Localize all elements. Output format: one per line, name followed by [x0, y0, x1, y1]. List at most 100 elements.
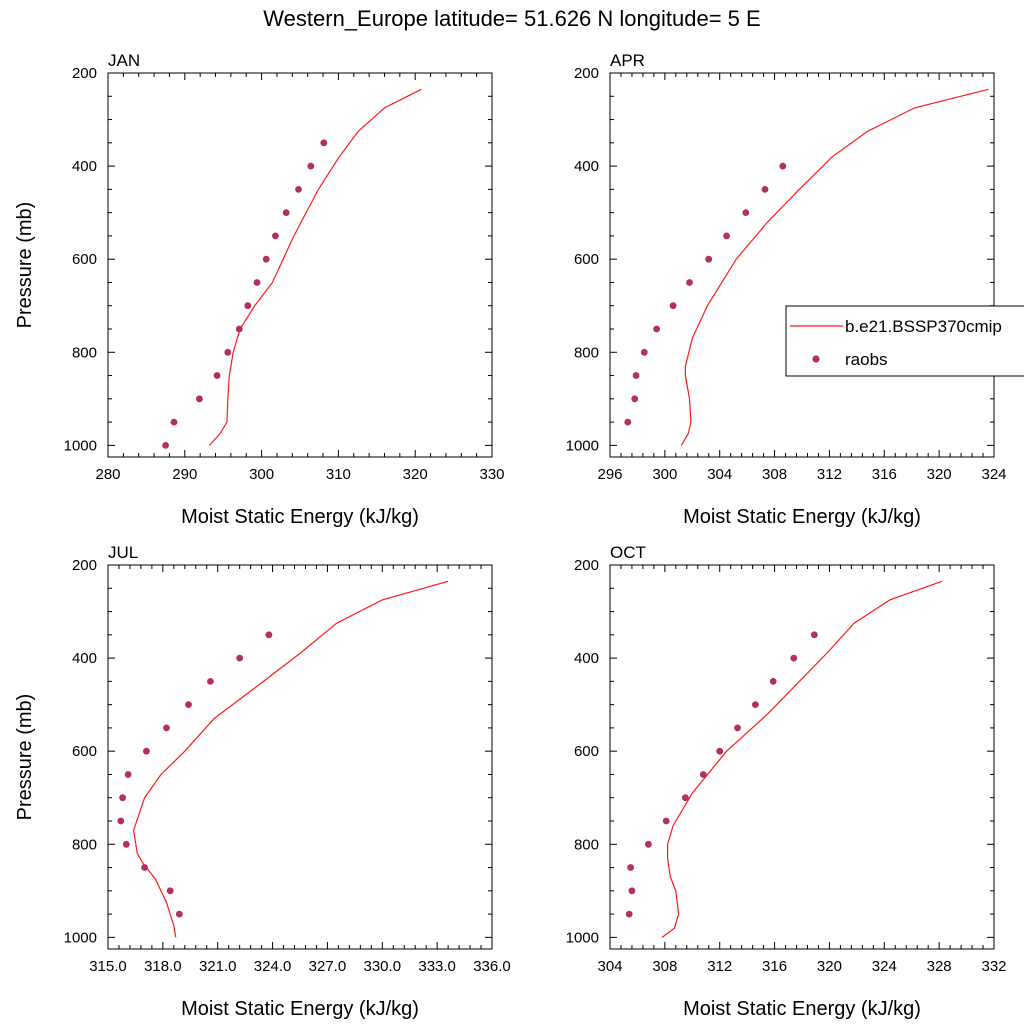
raobs-point — [122, 840, 130, 848]
x-tick-label: 330.0 — [364, 958, 402, 975]
raobs-point — [625, 910, 633, 918]
y-tick-label: 1000 — [64, 437, 97, 454]
raobs-point — [162, 442, 170, 449]
y-tick-label: 800 — [574, 836, 599, 853]
x-tick-label: 318.0 — [144, 958, 182, 975]
raobs-point — [669, 302, 677, 310]
x-tick-label: 324 — [981, 466, 1006, 483]
x-tick-label: 300 — [652, 466, 677, 483]
raobs-point — [295, 186, 302, 193]
x-tick-label: 315.0 — [89, 958, 127, 975]
x-tick-label: 330 — [479, 466, 504, 483]
x-tick-label: 324 — [872, 958, 897, 975]
raobs-point — [624, 418, 632, 426]
panel-title: JAN — [108, 51, 140, 70]
raobs-point — [699, 771, 707, 778]
y-axis-title: Pressure (mb) — [14, 202, 36, 329]
raobs-point — [207, 678, 214, 685]
y-tick-label: 400 — [72, 650, 97, 667]
raobs-point — [686, 279, 693, 286]
raobs-point — [282, 209, 290, 217]
x-axis-title: Moist Static Energy (kJ/kg) — [181, 506, 419, 528]
y-tick-label: 1000 — [64, 929, 97, 946]
raobs-point — [262, 255, 270, 263]
raobs-point — [640, 348, 648, 356]
raobs-point — [653, 325, 660, 333]
x-tick-label: 333.0 — [418, 958, 456, 975]
y-tick-label: 1000 — [566, 437, 599, 454]
raobs-point — [662, 817, 670, 825]
x-tick-label: 312 — [707, 958, 732, 975]
raobs-point — [143, 747, 150, 755]
raobs-point — [213, 372, 221, 379]
raobs-point — [769, 678, 777, 685]
x-tick-label: 304 — [707, 466, 732, 483]
raobs-point — [236, 654, 244, 662]
y-tick-label: 800 — [574, 344, 599, 361]
panel-title: OCT — [610, 543, 646, 562]
x-tick-label: 320 — [927, 466, 952, 483]
raobs-point — [272, 232, 279, 240]
chart-panel-apr: APR 296 300 304 308 312 316 320 324 200 400 600 800 1… — [566, 51, 1007, 528]
raobs-point — [119, 794, 126, 802]
chart-panel-jul: JUL 315.0 318.0 321.0 324.0 327.0 330.0 333.0 33… — [14, 543, 511, 1020]
x-tick-label: 304 — [597, 958, 622, 975]
raobs-point — [185, 701, 192, 708]
raobs-point — [196, 395, 203, 403]
x-tick-label: 336.0 — [473, 958, 511, 975]
chart-panels: JAN 280 290 300 310 320 330 200 400 600 800 1000 Moi… — [14, 51, 1007, 1020]
raobs-point — [734, 724, 741, 732]
raobs-point — [166, 887, 174, 895]
x-tick-label: 280 — [95, 466, 120, 483]
raobs-point — [175, 910, 183, 918]
x-tick-label: 290 — [172, 466, 197, 483]
plot-frame — [107, 564, 493, 950]
x-tick-label: 327.0 — [309, 958, 347, 975]
raobs-point — [124, 771, 132, 778]
raobs-point — [627, 864, 634, 871]
panel-title: APR — [610, 51, 645, 70]
y-tick-label: 600 — [574, 251, 599, 268]
legend-model-label: b.e21.BSSP370cmip — [845, 317, 1002, 336]
plot-frame — [107, 72, 493, 458]
model-profile-line — [132, 580, 449, 938]
legend-dot-marker — [812, 355, 820, 363]
raobs-point — [761, 186, 769, 193]
raobs-point — [265, 631, 273, 639]
raobs-point — [742, 209, 750, 217]
x-tick-label: 308 — [652, 958, 677, 975]
raobs-point — [645, 840, 652, 848]
model-profile-line — [680, 88, 989, 446]
raobs-point — [632, 372, 640, 379]
raobs-point — [163, 724, 170, 732]
raobs-point — [810, 631, 818, 639]
x-tick-label: 316 — [872, 466, 897, 483]
plot-frame — [609, 72, 995, 458]
model-profile-line — [208, 88, 422, 446]
x-tick-label: 328 — [927, 958, 952, 975]
raobs-point — [752, 701, 759, 708]
x-tick-label: 320 — [403, 466, 428, 483]
x-tick-label: 310 — [326, 466, 351, 483]
y-tick-label: 400 — [72, 158, 97, 175]
y-tick-label: 600 — [72, 743, 97, 760]
raobs-point — [723, 232, 730, 240]
y-tick-label: 400 — [574, 650, 599, 667]
y-tick-label: 400 — [574, 158, 599, 175]
y-tick-label: 1000 — [566, 929, 599, 946]
x-tick-label: 332 — [981, 958, 1006, 975]
x-tick-label: 320 — [817, 958, 842, 975]
x-axis-title: Moist Static Energy (kJ/kg) — [181, 998, 419, 1020]
raobs-point — [253, 279, 261, 286]
y-tick-label: 800 — [72, 344, 97, 361]
raobs-point — [779, 162, 787, 170]
panel-title: JUL — [108, 543, 138, 562]
raobs-point — [628, 887, 636, 895]
y-tick-label: 600 — [574, 743, 599, 760]
raobs-point — [224, 348, 232, 356]
y-axis-title: Pressure (mb) — [14, 694, 36, 821]
y-tick-label: 200 — [72, 557, 97, 574]
raobs-point — [141, 864, 149, 871]
raobs-point — [235, 325, 243, 333]
